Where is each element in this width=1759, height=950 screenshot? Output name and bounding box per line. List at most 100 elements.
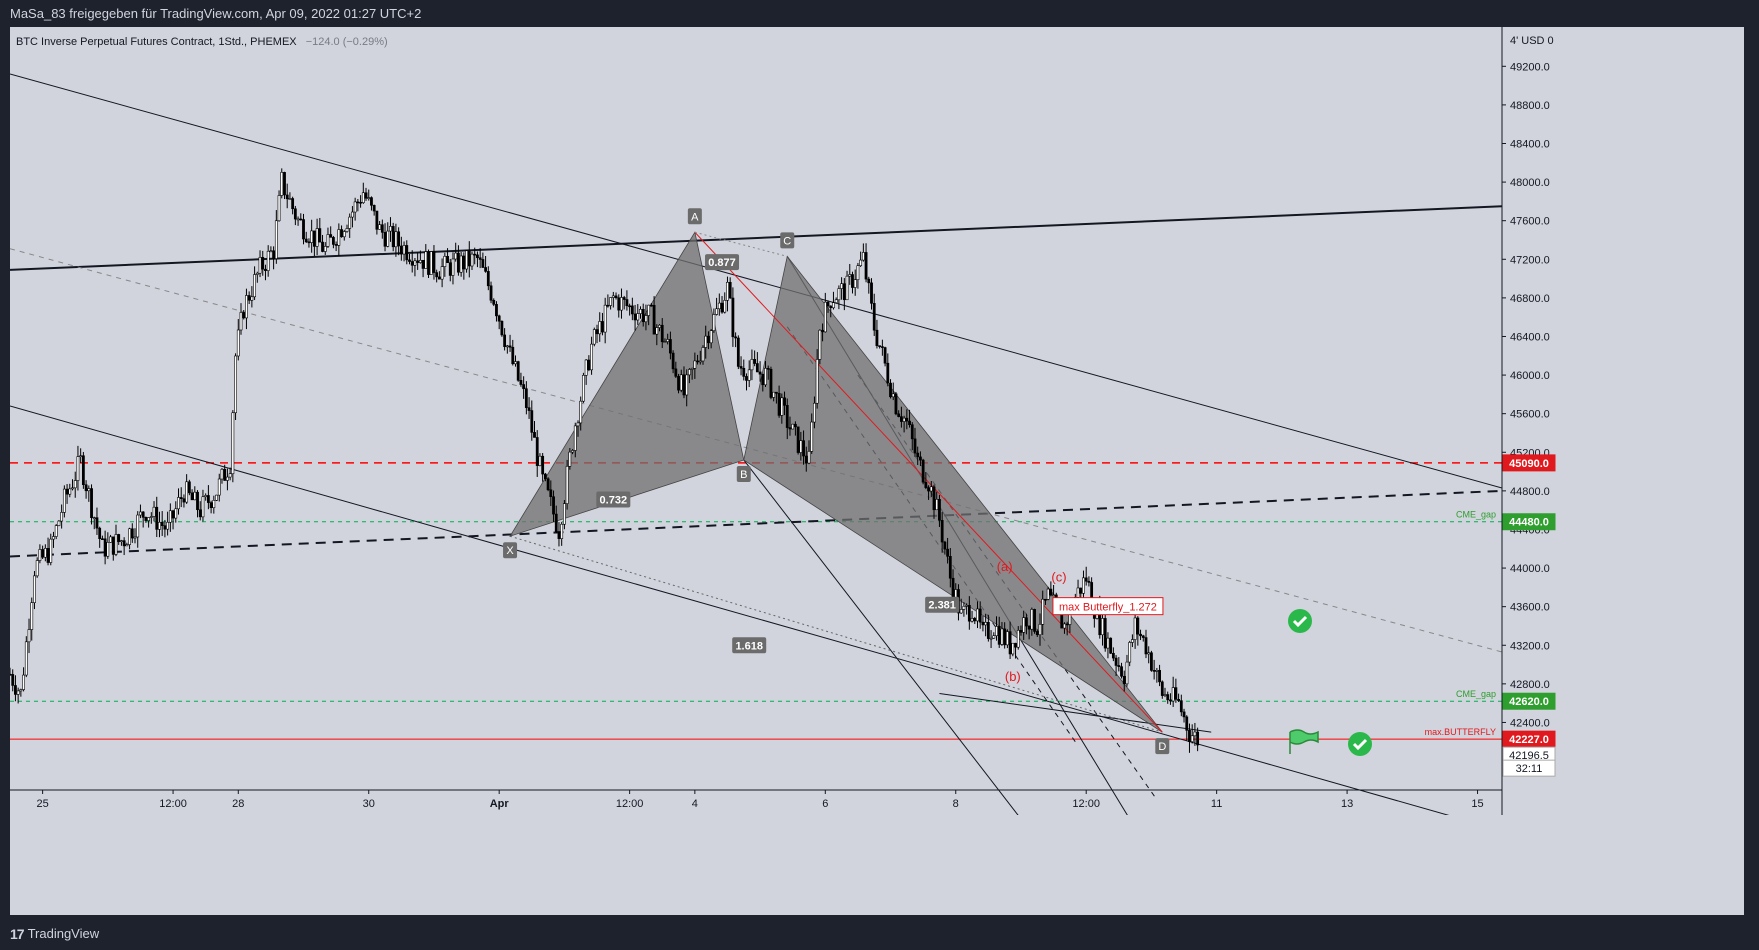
dashed-trendline	[10, 489, 1502, 558]
candle-body	[1000, 628, 1004, 645]
candle-body	[111, 536, 115, 555]
candle-body	[457, 252, 460, 273]
candle-body	[780, 397, 784, 416]
candle-body	[788, 427, 792, 430]
candle-body	[24, 641, 28, 676]
candle-body	[617, 297, 621, 311]
candle-body	[1033, 609, 1036, 632]
candle-body	[375, 210, 379, 230]
candle-body	[834, 299, 838, 304]
candle-body	[250, 296, 254, 301]
candle-body	[630, 305, 634, 315]
candle-body	[14, 685, 17, 695]
candle-body	[938, 499, 941, 521]
candle-body	[861, 252, 865, 261]
candle-body	[158, 521, 161, 530]
candle-body	[364, 192, 368, 199]
candle-body	[978, 608, 982, 623]
candle-body	[421, 259, 425, 269]
ratio-label: 0.877	[708, 257, 736, 269]
candle-body	[206, 495, 210, 503]
candle-body	[785, 405, 789, 428]
candle-body	[1177, 699, 1180, 701]
ratio-label: 1.618	[735, 640, 763, 652]
candle-body	[351, 211, 354, 218]
candle-body	[168, 510, 172, 523]
candle-body	[1016, 630, 1020, 648]
candle-body	[867, 278, 871, 284]
candle-body	[245, 295, 248, 319]
price-axis-bg	[1502, 27, 1556, 815]
candle-body	[742, 367, 746, 377]
candle-body	[71, 487, 74, 490]
candle-body	[1103, 618, 1107, 649]
candle-body	[103, 538, 107, 557]
candle-body	[766, 368, 770, 370]
candle-body	[217, 478, 221, 496]
candle-body	[1166, 694, 1170, 701]
upper-channel-line	[10, 73, 1502, 489]
candle-body	[359, 201, 362, 204]
brand-name[interactable]: TradingView	[27, 926, 100, 941]
candle-body	[856, 265, 860, 281]
candle-body	[495, 304, 498, 317]
candle-body	[633, 313, 637, 321]
candle-body	[255, 272, 259, 275]
candle-body	[603, 304, 607, 333]
price-axis-tick-label: 46800.0	[1510, 293, 1550, 305]
candle-body	[962, 605, 966, 610]
candle-body	[981, 621, 985, 626]
candle-body	[454, 252, 458, 260]
candle-body	[57, 520, 61, 526]
candle-body	[1011, 642, 1015, 655]
candle-body	[576, 422, 580, 427]
candle-body	[174, 508, 178, 519]
candle-body	[802, 440, 805, 457]
tradingview-logo-icon[interactable]: 17	[10, 926, 25, 942]
wave-label: (b)	[1005, 669, 1021, 684]
candle-body	[794, 423, 797, 428]
candle-body	[503, 334, 507, 347]
candle-body	[1182, 711, 1186, 718]
candle-body	[215, 494, 218, 501]
lower-channel-line	[10, 405, 1450, 815]
pattern-point-d-box	[1155, 738, 1170, 755]
candle-body	[628, 305, 632, 308]
candle-body	[310, 230, 314, 243]
candle-body	[101, 538, 104, 540]
candle-body	[92, 517, 96, 519]
candle-body	[524, 388, 528, 408]
candle-body	[1150, 652, 1153, 671]
candle-body	[514, 361, 517, 365]
candle-body	[674, 368, 678, 377]
time-axis-tick-label: 6	[822, 798, 828, 810]
candle-body	[399, 245, 403, 255]
candle-body	[1193, 731, 1197, 737]
candle-body	[1038, 623, 1042, 636]
candle-body	[707, 335, 710, 344]
time-axis-tick-label: 15	[1471, 798, 1483, 810]
candle-body	[823, 301, 827, 333]
candle-body	[967, 605, 971, 622]
time-axis-tick-label: Apr	[490, 798, 510, 810]
candle-body	[815, 359, 819, 404]
candle-body	[1158, 670, 1161, 683]
ratio-label: 0.732	[600, 495, 628, 507]
candle-body	[647, 304, 651, 316]
candle-body	[35, 560, 39, 577]
candle-body	[348, 216, 352, 229]
candle-body	[799, 440, 803, 453]
candle-body	[353, 201, 357, 213]
candle-body	[910, 424, 914, 440]
candle-body	[1133, 617, 1137, 640]
note-box	[1052, 597, 1164, 616]
candle-body	[1035, 631, 1039, 636]
candle-body	[671, 352, 675, 370]
candle-body	[902, 417, 906, 422]
candle-body	[791, 423, 795, 430]
candle-body	[196, 491, 199, 511]
candle-body	[924, 481, 928, 488]
candle-body	[511, 346, 515, 365]
candle-body	[470, 253, 474, 267]
